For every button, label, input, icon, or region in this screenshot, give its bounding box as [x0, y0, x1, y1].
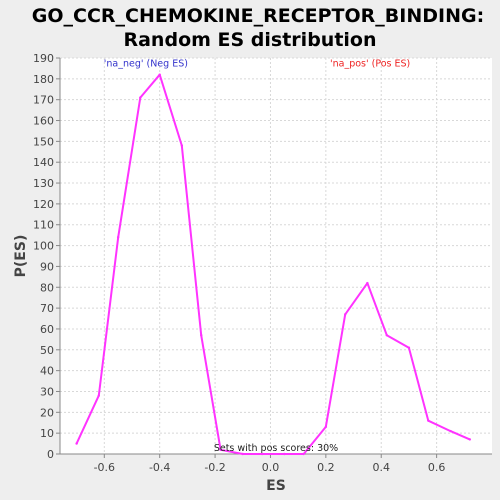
y-tick-label: 120 — [33, 198, 54, 211]
annotation-label: Sets with pos scores: 30% — [214, 443, 338, 454]
y-tick-label: 180 — [33, 73, 54, 86]
plot-area — [60, 58, 492, 454]
data-point — [302, 452, 305, 456]
data-point — [97, 394, 100, 397]
chart-title-line1: GO_CCR_CHEMOKINE_RECEPTOR_BINDING: — [32, 5, 484, 27]
x-tick-label: 0.4 — [372, 461, 390, 474]
annotation-label: 'na_neg' (Neg ES) — [104, 58, 188, 69]
y-tick-label: 20 — [40, 406, 54, 419]
y-tick-label: 130 — [33, 177, 54, 190]
y-tick-label: 80 — [40, 281, 54, 294]
x-axis-label: ES — [266, 478, 286, 494]
x-tick-label: 0.0 — [262, 461, 280, 474]
x-tick-label: -0.6 — [94, 461, 115, 474]
y-tick-label: 140 — [33, 156, 54, 169]
y-tick-label: 90 — [40, 260, 54, 273]
y-tick-label: 160 — [33, 115, 54, 128]
y-tick-label: 170 — [33, 94, 54, 107]
y-tick-label: 50 — [40, 344, 54, 357]
data-point — [407, 346, 411, 349]
data-point — [200, 334, 203, 337]
data-point — [283, 452, 286, 456]
x-axis-ticks: -0.6 -0.4 -0.2 0.0 0.2 0.4 0.6 — [94, 454, 446, 474]
y-tick-label: 100 — [33, 240, 54, 253]
y-tick-label: 190 — [33, 52, 54, 65]
y-tick-label: 70 — [40, 302, 54, 315]
data-point — [158, 73, 161, 76]
data-point — [449, 429, 452, 433]
x-tick-label: 0.6 — [428, 461, 446, 474]
chart-title-line2: Random ES distribution — [123, 29, 376, 51]
data-point — [139, 96, 142, 99]
y-tick-label: 150 — [33, 135, 54, 148]
data-point — [219, 448, 222, 452]
annotation-label: 'na_pos' (Pos ES) — [330, 58, 410, 69]
data-point — [116, 236, 120, 239]
x-tick-label: -0.4 — [149, 461, 170, 474]
data-point — [324, 425, 328, 429]
data-point — [385, 334, 388, 337]
x-tick-label: -0.2 — [204, 461, 225, 474]
y-tick-label: 30 — [40, 385, 54, 398]
y-tick-label: 10 — [40, 427, 54, 440]
y-tick-label: 110 — [33, 219, 54, 232]
data-point — [260, 452, 264, 456]
y-tick-label: 0 — [47, 448, 54, 461]
data-point — [468, 438, 472, 441]
y-axis-label: P(ES) — [13, 235, 29, 278]
data-point — [427, 419, 430, 422]
data-point — [75, 442, 78, 445]
series-line — [75, 73, 471, 455]
series-layer — [75, 73, 472, 456]
x-tick-label: 0.2 — [317, 461, 335, 474]
annotations: 'na_neg' (Neg ES) 'na_pos' (Pos ES) Sets w… — [104, 58, 411, 454]
data-point — [344, 313, 347, 316]
y-axis-ticks: 0 10 20 30 40 50 60 70 80 90 100 110 120 130 140 150 160… — [33, 52, 60, 461]
data-point — [180, 144, 184, 147]
grid — [60, 57, 492, 455]
y-tick-label: 40 — [40, 365, 54, 378]
y-tick-label: 60 — [40, 323, 54, 336]
data-point — [241, 452, 244, 456]
data-point — [366, 281, 369, 285]
